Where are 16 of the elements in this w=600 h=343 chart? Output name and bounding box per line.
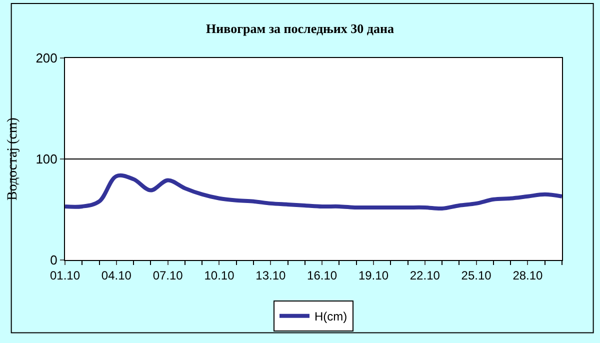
- x-tick-label: 25.10: [461, 268, 492, 282]
- chart-title: Нивограм за последњих 30 дана: [206, 21, 394, 36]
- legend-label: H(cm): [314, 310, 348, 324]
- x-tick-label: 13.10: [256, 268, 286, 282]
- x-tick-label: 07.10: [152, 268, 184, 282]
- x-tick-label: 01.10: [50, 268, 80, 282]
- y-tick-label: 100: [36, 152, 58, 167]
- x-tick-label: 22.10: [410, 268, 440, 282]
- x-tick-label: 19.10: [358, 268, 389, 282]
- y-tick-label: 200: [36, 50, 58, 66]
- line-series: [65, 174, 562, 210]
- x-tick-label: 28.10: [512, 268, 544, 282]
- x-tick-label: 10.10: [204, 268, 235, 282]
- x-tick-label: 04.10: [101, 268, 132, 282]
- x-tick-label: 16.10: [307, 268, 338, 282]
- y-tick-label: 0: [50, 252, 58, 268]
